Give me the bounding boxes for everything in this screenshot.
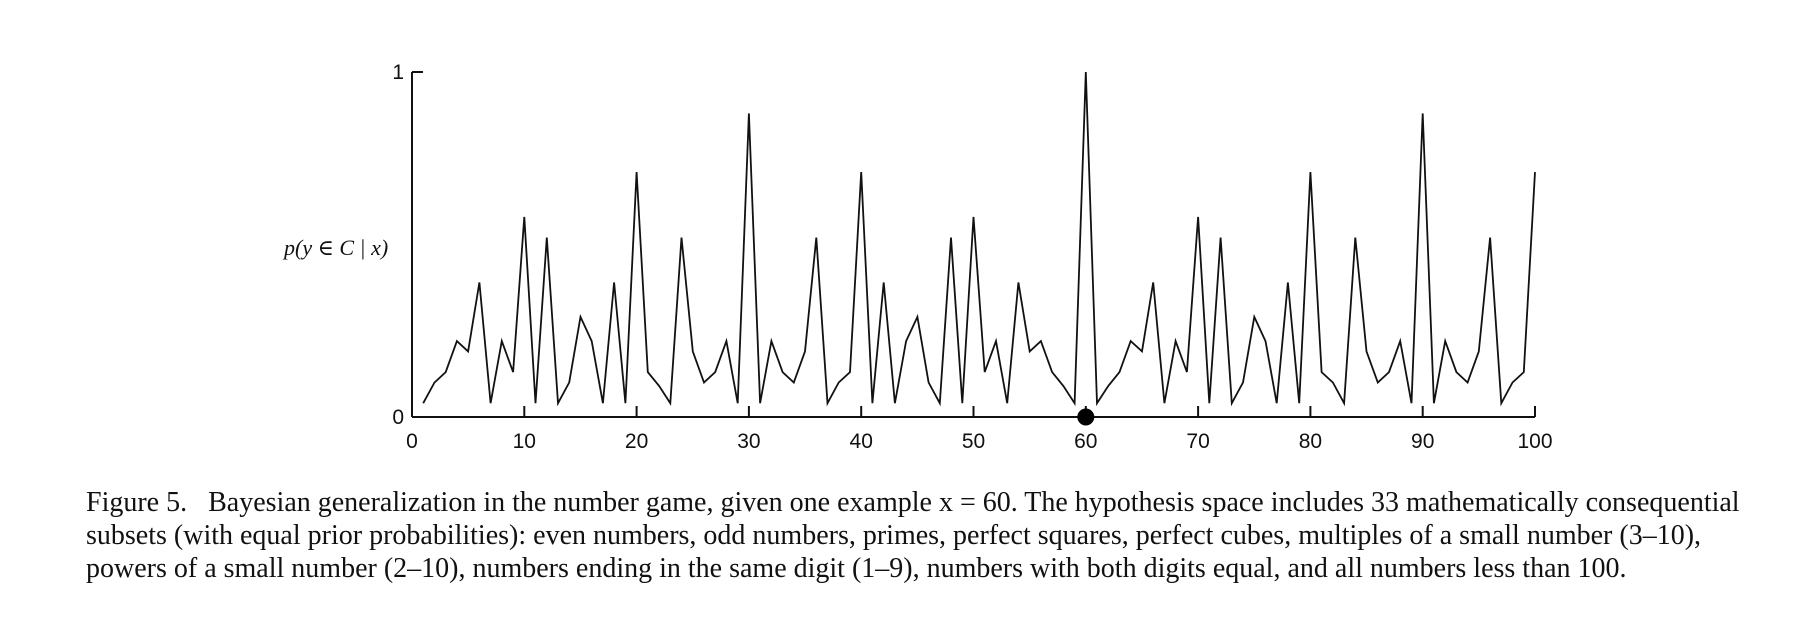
caption-text: Bayesian generalization in the number ga… (86, 487, 1740, 584)
y-tick-label-1: 1 (392, 61, 404, 84)
x-tick-label-50: 50 (962, 430, 985, 453)
figure-number: Figure 5. (86, 487, 188, 518)
x-tick-label-90: 90 (1411, 430, 1434, 453)
chart-axes (411, 72, 1535, 418)
x-tick-label-100: 100 (1517, 430, 1552, 453)
example-marker (1077, 408, 1095, 426)
figure-caption: Figure 5. Bayesian generalization in the… (86, 486, 1756, 585)
x-tick-label-10: 10 (513, 430, 536, 453)
x-tick-label-80: 80 (1299, 430, 1322, 453)
chart-series (422, 71, 1536, 426)
generalization-curve (422, 71, 1536, 407)
y-axis-label: p(y ∈ C | x) (282, 235, 388, 260)
x-tick-label-70: 70 (1186, 430, 1209, 453)
x-tick-label-0: 0 (406, 430, 418, 453)
x-tick-label-60: 60 (1074, 430, 1097, 453)
number-game-chart: 010 10 20 30 40 50 60 70 80 90 100 p(y ∈ C | x) (282, 61, 1553, 453)
y-tick-label-0: 0 (392, 406, 404, 429)
chart-ticks: 010 10 20 30 40 50 60 70 80 90 100 (392, 61, 1552, 453)
x-tick-label-20: 20 (625, 430, 648, 453)
x-tick-label-40: 40 (850, 430, 873, 453)
x-tick-label-30: 30 (737, 430, 760, 453)
